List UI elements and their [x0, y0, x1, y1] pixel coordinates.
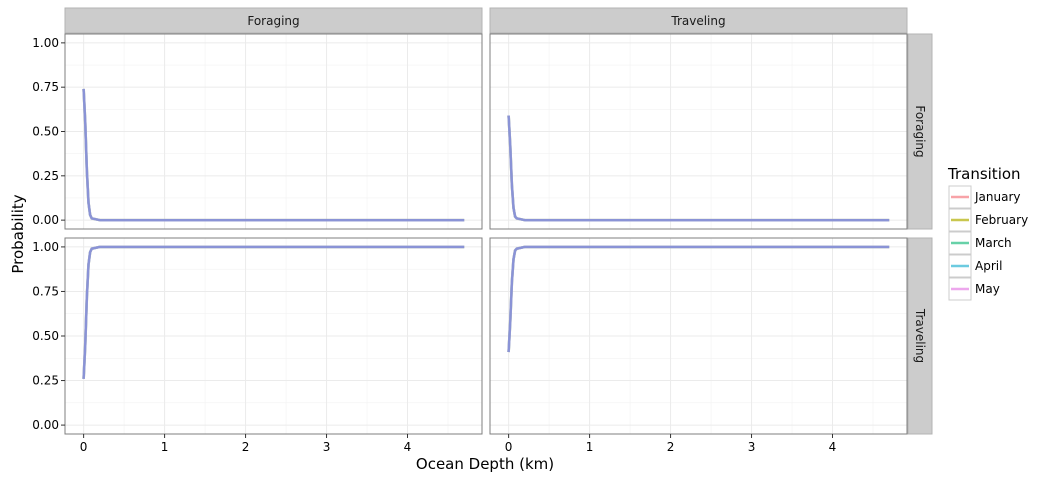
legend-label: February	[975, 213, 1028, 227]
y-axis-title: Probability	[9, 194, 27, 273]
y-tick-label: 0.25	[32, 374, 59, 388]
legend-label: May	[975, 282, 1000, 296]
legend-item-february: February	[948, 208, 1028, 232]
series-line-overlay	[82, 245, 465, 379]
series-line-overlay	[507, 115, 890, 222]
legend-item-january: January	[948, 185, 1021, 209]
strip-col-traveling	[489, 7, 908, 34]
panel-foraging-foraging	[65, 34, 482, 229]
legend-item-april: April	[948, 254, 1002, 278]
y-tick-label: 0.25	[32, 169, 59, 183]
y-tick-label: 0.50	[32, 125, 59, 139]
strip-row-traveling	[907, 237, 933, 435]
strip-row-foraging-label: Foraging	[913, 105, 927, 157]
panel-foraging-traveling	[490, 34, 907, 229]
panel-border	[489, 33, 908, 230]
x-tick-label: 2	[242, 440, 250, 454]
series-lines-foraging-foraging	[82, 88, 465, 222]
series-lines-foraging-traveling	[507, 115, 890, 222]
x-tick-label: 4	[829, 440, 837, 454]
legend-item-march: March	[948, 231, 1012, 255]
legend-label: January	[974, 190, 1021, 204]
y-tick-label: 1.00	[32, 36, 59, 50]
x-tick-label: 0	[505, 440, 513, 454]
x-tick-label: 3	[323, 440, 331, 454]
y-tick-label: 0.75	[32, 80, 59, 94]
legend-label: March	[975, 236, 1012, 250]
legend-label: April	[975, 259, 1002, 273]
x-axis-title: Ocean Depth (km)	[416, 455, 554, 473]
series-lines-traveling-traveling	[507, 245, 890, 353]
y-tick-label: 0.50	[32, 329, 59, 343]
panel-traveling-foraging	[65, 238, 482, 434]
legend-item-may: May	[948, 277, 1000, 301]
x-tick-label: 2	[667, 440, 675, 454]
y-tick-label: 1.00	[32, 240, 59, 254]
strip-col-traveling-label: Traveling	[670, 14, 725, 28]
series-line-overlay	[507, 245, 890, 353]
x-tick-label: 3	[748, 440, 756, 454]
strip-col-foraging	[64, 7, 483, 34]
strip-row-foraging	[907, 33, 933, 230]
strip-row-traveling-label: Traveling	[913, 308, 927, 363]
legend-title: Transition	[947, 165, 1021, 183]
y-tick-label: 0.75	[32, 284, 59, 298]
x-tick-label: 4	[404, 440, 412, 454]
x-tick-label: 1	[586, 440, 594, 454]
series-line-overlay	[82, 88, 465, 222]
y-tick-label: 0.00	[32, 418, 59, 432]
series-lines-traveling-foraging	[82, 245, 465, 379]
legend: Transition January February March April May	[947, 165, 1028, 301]
y-tick-label: 0.00	[32, 213, 59, 227]
panel-border	[489, 237, 908, 435]
x-tick-label: 1	[161, 440, 169, 454]
x-tick-label: 0	[80, 440, 88, 454]
panel-traveling-traveling	[490, 238, 907, 434]
strip-col-foraging-label: Foraging	[247, 14, 299, 28]
